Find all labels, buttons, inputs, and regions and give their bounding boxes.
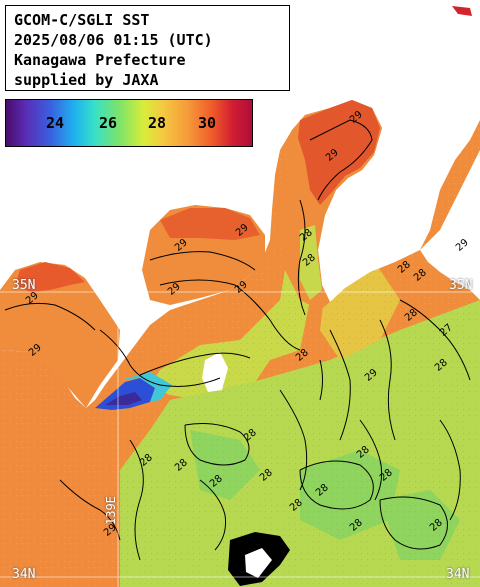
lat-label-35n-left: 35N [12,278,36,293]
lat-label-34n-right: 34N [446,567,470,582]
sea-tokyo-bay-red [160,208,260,240]
colorbar-gradient [6,100,252,146]
sea-inner-bay-green [300,225,322,300]
sea-sagami-bay-red [15,262,85,292]
contour-lines [4,119,471,561]
lat-label-34n-left: 34N [12,567,36,582]
colorbar-tick-30: 30 [198,114,217,132]
sea-sagami-bay [0,262,120,408]
title-box: GCOM-C/SGLI SST 2025/08/06 01:15 (UTC) K… [5,5,290,91]
sst-cold-core [105,392,142,405]
colorbar-tick-26: 26 [99,114,118,132]
colorbar-tick-24: 24 [46,114,65,132]
colorbar-tick-28: 28 [148,114,167,132]
no-data-south-white [245,548,272,578]
sea-inner-bay-red [298,100,380,205]
no-data-red-top [452,6,472,16]
sst-cyan-rim [120,372,172,402]
title-line-3: Kanagawa Prefecture [14,51,186,69]
title-line-1: GCOM-C/SGLI SST [14,11,150,29]
lat-label-35n-right: 35N [449,278,473,293]
land-chiba [420,150,480,300]
sst-colorbar: 24 26 28 30 [5,99,253,147]
lon-label-139e: 139E [104,496,118,525]
title-line-2: 2025/08/06 01:15 (UTC) [14,31,213,49]
title-line-4: supplied by JAXA [14,71,159,89]
